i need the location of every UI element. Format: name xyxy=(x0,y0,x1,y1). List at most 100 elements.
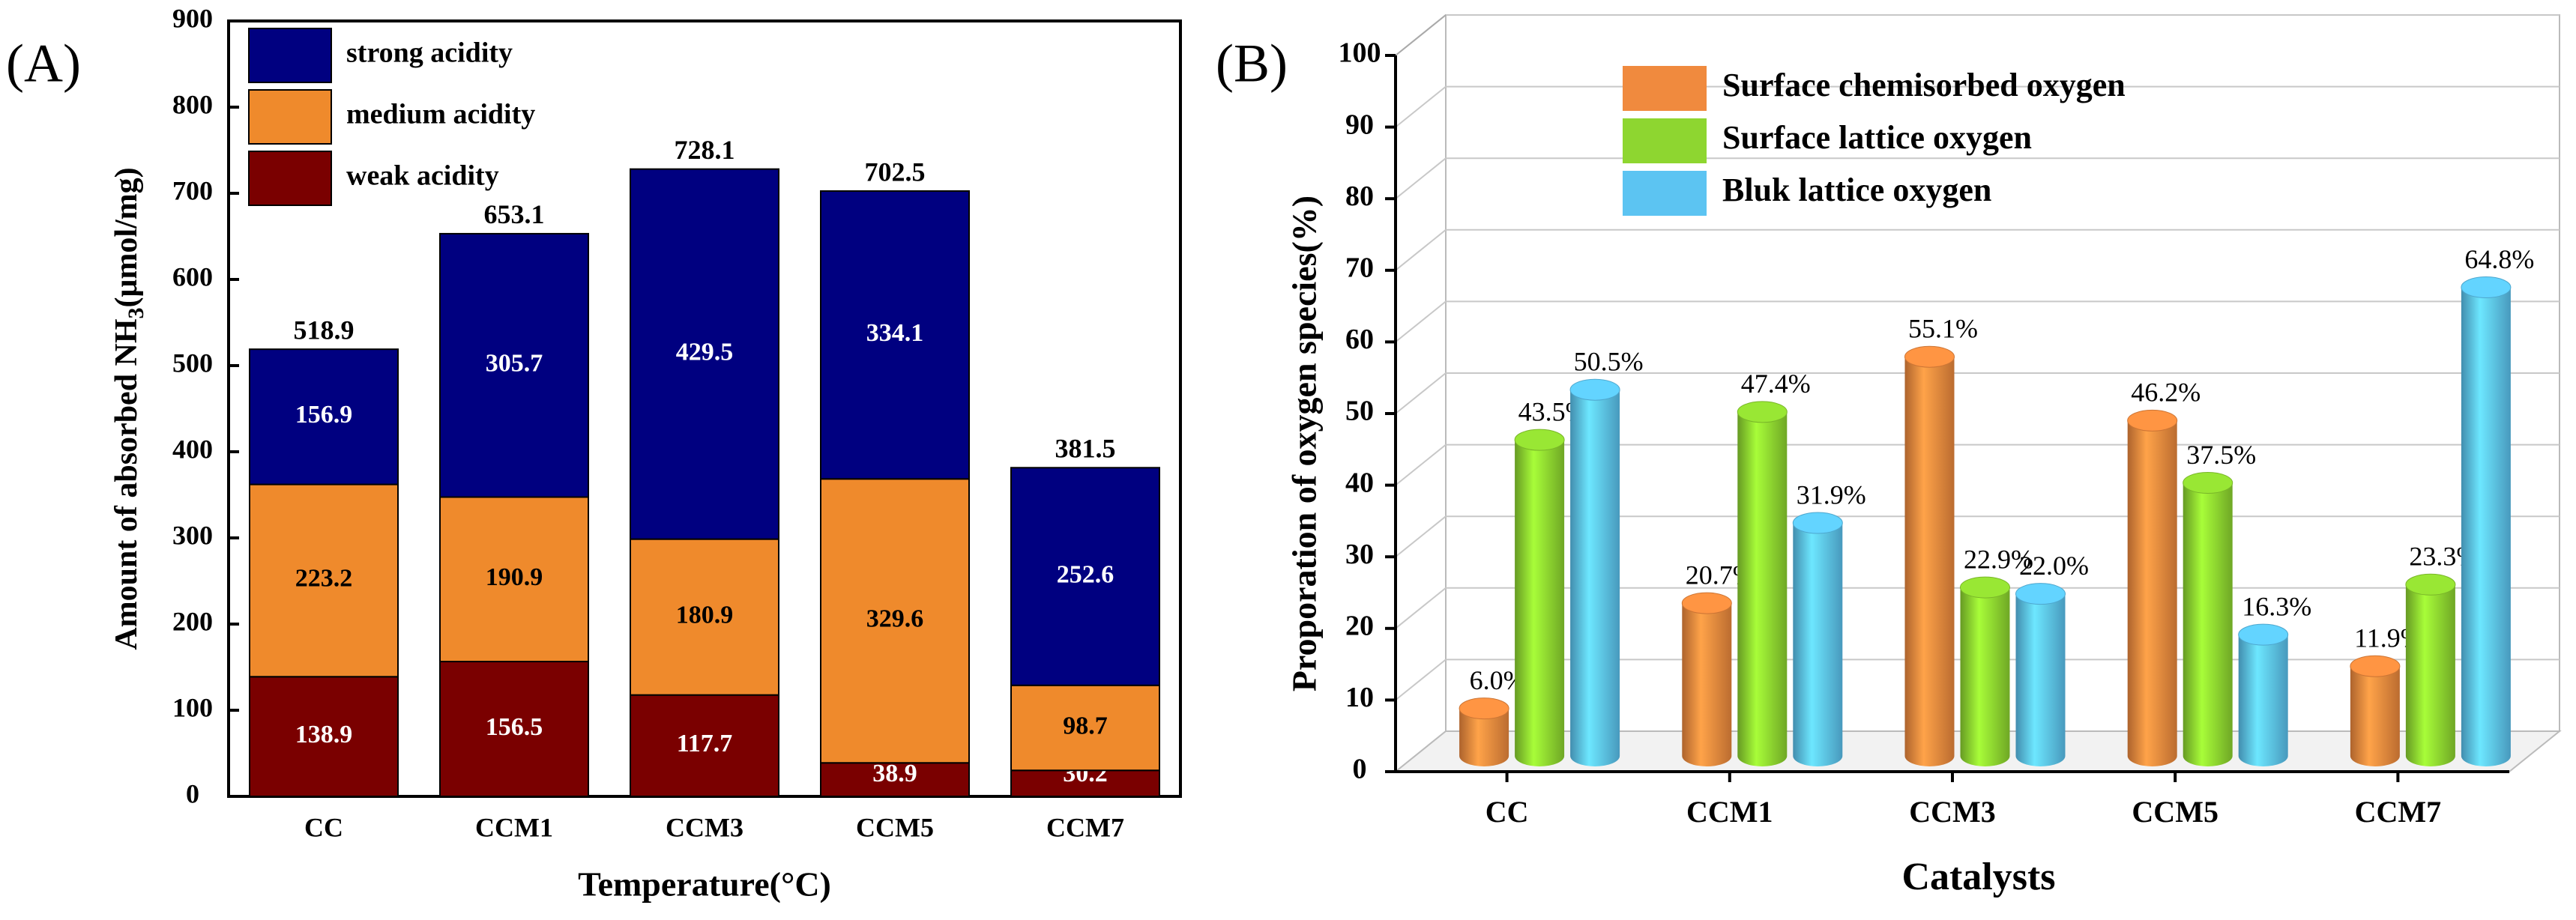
panel-b-gridline-side xyxy=(1395,372,1447,414)
panel-b-y-tick-label: 90 xyxy=(1345,109,1374,140)
panel-b-cylinder-top xyxy=(1792,512,1843,534)
panel-a-segment-label: 305.7 xyxy=(486,350,543,378)
panel-b-gridline-side xyxy=(1395,587,1447,629)
panel-b-cylinder-Surface-chemisorbed-oxygen-CCM7 xyxy=(2350,666,2400,767)
panel-b-gridline-side xyxy=(1395,229,1447,271)
panel-a-segment-label: 156.9 xyxy=(295,401,353,429)
panel-b-x-tick-label: CCM5 xyxy=(2132,795,2218,829)
panel-b-cylinder-top xyxy=(2238,623,2289,646)
panel-b-y-tick-label: 20 xyxy=(1345,611,1374,642)
panel-a-bar-medium-acidity-CCM7 xyxy=(1010,684,1160,772)
panel-b-cylinder-Bluk-lattice-oxygen-CCM7 xyxy=(2461,287,2511,767)
panel-a-bar-weak-acidity-CCM7 xyxy=(1010,769,1160,798)
panel-b-cylinder-top xyxy=(1514,429,1565,451)
panel-a-segment-label: 223.2 xyxy=(295,565,353,593)
panel-a-segment-label: 38.9 xyxy=(872,760,917,787)
panel-b-cylinder-top xyxy=(1960,576,2010,599)
panel-b-cylinder-Surface-lattice-oxygen-CCM7 xyxy=(2405,584,2455,767)
panel-b-legend-label: Bluk lattice oxygen xyxy=(1722,172,1991,208)
panel-b-gridline-side xyxy=(1395,85,1447,128)
panel-a-bar-strong-acidity-CCM5 xyxy=(820,190,970,480)
panel-b-cylinder-Surface-lattice-oxygen-CCM5 xyxy=(2183,482,2233,767)
panel-a-label: (A) xyxy=(6,34,81,94)
panel-b-gridline-side xyxy=(1395,515,1447,557)
panel-a-bar-strong-acidity-CCM3 xyxy=(630,168,779,540)
panel-a-y-tick-label: 900 xyxy=(172,3,213,33)
panel-b-y-tick-label: 70 xyxy=(1345,252,1374,284)
panel-b-x-tick-label: CC xyxy=(1485,795,1529,829)
panel-a-bar-medium-acidity-CCM1 xyxy=(439,496,589,663)
panel-a-segment-label: 190.9 xyxy=(486,563,543,591)
panel-a-y-tick-label: 700 xyxy=(172,175,213,205)
panel-b-x-tick-label: CCM3 xyxy=(1909,795,1996,829)
panel-a-y-axis-title: Amount of absorbed NH3(μmol/mg) xyxy=(109,167,148,650)
panel-b-legend-label: Surface chemisorbed oxygen xyxy=(1722,67,2126,103)
panel-a-bar-medium-acidity-CCM3 xyxy=(630,538,779,696)
panel-b-value-label: 16.3% xyxy=(2242,591,2311,621)
panel-b-legend-label: Surface lattice oxygen xyxy=(1722,119,2032,156)
panel-a-bar-strong-acidity-CCM1 xyxy=(439,232,589,498)
panel-a-bar-weak-acidity-CCM1 xyxy=(439,661,589,798)
panel-a-total-label: 702.5 xyxy=(865,157,926,187)
panel-a-bar-weak-acidity-CC xyxy=(249,676,399,798)
panel-a-legend-label: weak acidity xyxy=(346,160,499,192)
panel-b-value-label: 31.9% xyxy=(1797,479,1866,509)
panel-a-x-tick-label: CC xyxy=(304,812,343,842)
panel-a-total-label: 518.9 xyxy=(294,315,355,345)
panel-b-cylinder-Bluk-lattice-oxygen-CCM1 xyxy=(1793,523,1843,767)
panel-b-value-label: 47.4% xyxy=(1741,369,1811,399)
panel-b-gridline-side xyxy=(1395,659,1447,701)
panel-a-bar-strong-acidity-CCM7 xyxy=(1010,467,1160,686)
panel-a-y-tick-label: 500 xyxy=(172,348,213,378)
panel-b-y-tick-label: 80 xyxy=(1345,181,1374,212)
panel-b-cylinder-Surface-lattice-oxygen-CC xyxy=(1515,440,1565,767)
panel-a-x-tick-label: CCM5 xyxy=(856,812,934,842)
panel-b-cylinder-Surface-chemisorbed-oxygen-CCM3 xyxy=(1904,357,1955,767)
panel-a-legend-swatch xyxy=(248,89,332,145)
panel-a-legend-label: strong acidity xyxy=(346,37,513,69)
panel-b-y-tick-label: 0 xyxy=(1353,754,1367,785)
panel-b-cylinder-top xyxy=(1904,345,1955,368)
panel-a-y-tick-label: 200 xyxy=(172,606,213,636)
panel-b-legend-swatch xyxy=(1623,118,1707,163)
panel-a-bar-medium-acidity-CC xyxy=(249,483,399,678)
panel-b-cylinder-top xyxy=(1681,592,1732,614)
panel-b-y-axis-title: Proporation of oxygen species(%) xyxy=(1285,196,1324,691)
panel-a-legend-swatch xyxy=(248,151,332,206)
panel-a-y-tick-label: 800 xyxy=(172,89,213,119)
panel-b-y-tick-label: 100 xyxy=(1339,37,1381,69)
panel-b-cylinder-Surface-lattice-oxygen-CCM1 xyxy=(1737,411,1788,767)
panel-b-y-tick-label: 30 xyxy=(1345,539,1374,570)
panel-a-bar-medium-acidity-CCM5 xyxy=(820,478,970,764)
panel-b-gridline-side xyxy=(1395,300,1447,343)
panel-a-y-tick-label: 100 xyxy=(172,692,213,722)
panel-a-legend-label: medium acidity xyxy=(346,99,535,130)
panel-b-cylinder-top xyxy=(2183,472,2233,494)
panel-a-total-label: 381.5 xyxy=(1055,434,1116,464)
panel-a-segment-label: 180.9 xyxy=(676,601,734,629)
panel-b-cylinder-top xyxy=(1737,401,1788,423)
panel-b-value-label: 22.0% xyxy=(2019,551,2089,581)
panel-b-cylinder-top xyxy=(1459,697,1509,720)
panel-a-segment-label: 334.1 xyxy=(866,319,924,347)
panel-a-y-tick-label: 300 xyxy=(172,520,213,550)
panel-a-x-axis-title: Temperature(°C) xyxy=(578,865,831,904)
panel-a-segment-label: 429.5 xyxy=(676,338,734,366)
panel-b-cylinder-top xyxy=(2461,276,2512,299)
panel-b-cylinder-Surface-chemisorbed-oxygen-CCM5 xyxy=(2127,420,2177,767)
panel-b-cylinder-top xyxy=(2350,655,2401,677)
panel-b-side-wall-top xyxy=(1395,14,1447,56)
panel-a-segment-label: 156.5 xyxy=(486,713,543,741)
panel-b-y-tick-label: 50 xyxy=(1345,396,1374,427)
panel-a-segment-label: 252.6 xyxy=(1057,560,1114,588)
panel-b-legend-swatch xyxy=(1623,66,1707,111)
panel-b-cylinder-Bluk-lattice-oxygen-CC xyxy=(1570,390,1620,767)
panel-b-cylinder-top xyxy=(2405,573,2456,596)
panel-a-bar-strong-acidity-CC xyxy=(249,348,399,485)
panel-a-x-tick-label: CCM3 xyxy=(666,812,743,842)
panel-b-cylinder-Surface-chemisorbed-oxygen-CC xyxy=(1459,708,1509,767)
panel-a-bar-weak-acidity-CCM3 xyxy=(630,694,779,798)
panel-a-y-tick-label: 0 xyxy=(186,778,199,808)
